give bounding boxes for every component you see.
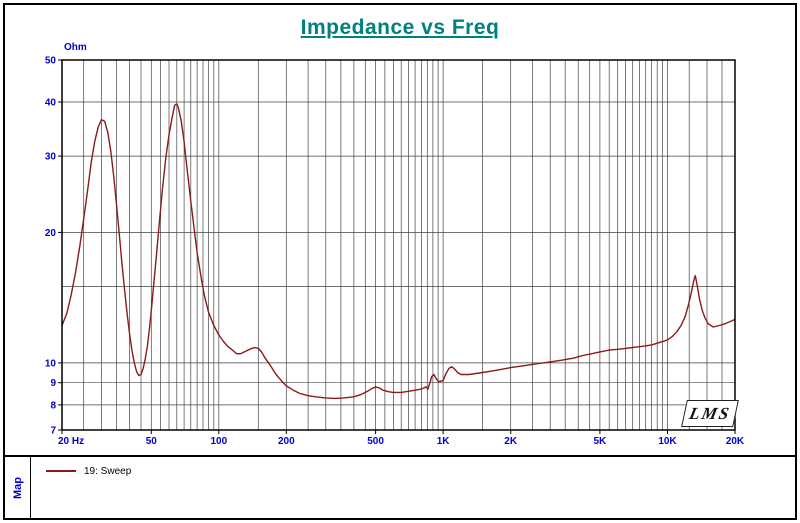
x-tick-label: 2K: [504, 436, 518, 447]
map-tab-divider: [30, 457, 31, 518]
x-tick-label: 10K: [658, 436, 677, 447]
impedance-curve: [61, 103, 736, 400]
x-tick-labels: 20 Hz 50 100 200 500 1K 2K 5K 10K 20K: [58, 436, 745, 447]
lms-logo: LMS: [681, 400, 739, 427]
y-tick-labels: 50 40 30 20 10 9 8 7: [45, 56, 57, 437]
legend-label[interactable]: 19: Sweep: [84, 465, 132, 477]
lms-logo-text: LMS: [687, 403, 733, 423]
y-axis-unit-label: Ohm: [64, 42, 87, 53]
y-tick-label: 40: [45, 98, 57, 109]
y-tick-label: 50: [45, 56, 57, 67]
y-tick-label: 7: [50, 426, 56, 437]
gridlines: [61, 59, 736, 431]
x-tick-label: 100: [210, 436, 227, 447]
chart-title: Impedance vs Freq: [300, 16, 500, 39]
map-tab[interactable]: Map: [5, 457, 30, 518]
y-tick-label: 20: [45, 228, 57, 239]
x-tick-label: 1K: [437, 436, 451, 447]
plot-border: [61, 59, 736, 431]
axis-ticks: [58, 59, 736, 434]
y-tick-label: 30: [45, 152, 57, 163]
y-tick-label: 10: [45, 358, 57, 369]
y-tick-label: 8: [50, 400, 56, 411]
legend-swatch: [46, 470, 76, 472]
y-tick-label: 9: [50, 378, 56, 389]
x-tick-label: 50: [146, 436, 158, 447]
bottom-divider: [5, 455, 795, 457]
x-tick-label: 5K: [594, 436, 608, 447]
legend: 19: Sweep: [46, 463, 131, 479]
x-tick-label: 500: [367, 436, 384, 447]
map-tab-label: Map: [11, 476, 24, 499]
x-tick-label: 200: [278, 436, 295, 447]
x-tick-label: 20 Hz: [58, 436, 84, 447]
x-tick-label: 20K: [726, 436, 745, 447]
